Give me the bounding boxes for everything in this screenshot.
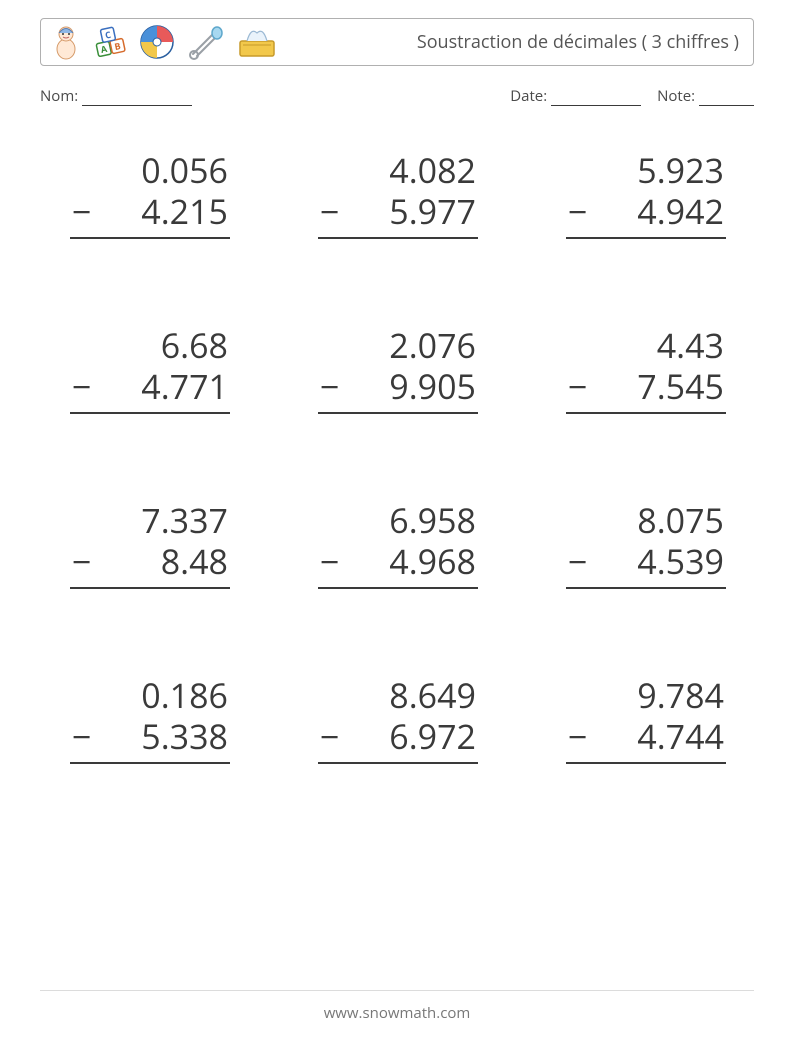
- subtrahend: 9.905: [340, 366, 476, 407]
- minuend: 2.076: [389, 322, 476, 368]
- minuend: 8.075: [637, 497, 724, 543]
- problem: 4.43 −7.545: [566, 325, 726, 414]
- minuend: 8.649: [389, 672, 476, 718]
- note-blank[interactable]: [699, 91, 754, 106]
- worksheet-title: Soustraction de décimales ( 3 chiffres ): [417, 30, 739, 54]
- name-label: Nom:: [40, 86, 78, 106]
- operator: −: [320, 716, 340, 757]
- subtrahend: 5.977: [340, 191, 476, 232]
- problem: 0.056 −4.215: [70, 150, 230, 239]
- operator: −: [72, 716, 92, 757]
- operator: −: [320, 366, 340, 407]
- subtrahend: 7.545: [588, 366, 724, 407]
- operator: −: [568, 716, 588, 757]
- pin-icon: [187, 24, 225, 60]
- note-field: Note:: [657, 86, 754, 106]
- ball-icon: [139, 24, 175, 60]
- subtrahend: 4.771: [92, 366, 228, 407]
- problem: 6.68 −4.771: [70, 325, 230, 414]
- operator: −: [72, 366, 92, 407]
- problem: 8.649 −6.972: [318, 675, 478, 764]
- problem: 0.186 −5.338: [70, 675, 230, 764]
- date-field: Date:: [510, 86, 641, 106]
- problem: 6.958 −4.968: [318, 500, 478, 589]
- subtrahend: 6.972: [340, 716, 476, 757]
- subtrahend: 4.968: [340, 541, 476, 582]
- minuend: 6.958: [389, 497, 476, 543]
- worksheet-page: A B C: [0, 0, 794, 1053]
- subtrahend: 5.338: [92, 716, 228, 757]
- subtrahend: 4.539: [588, 541, 724, 582]
- operator: −: [568, 191, 588, 232]
- problem: 2.076 −9.905: [318, 325, 478, 414]
- date-blank[interactable]: [551, 91, 641, 106]
- problem: 7.337 −8.48: [70, 500, 230, 589]
- problem-grid: 0.056−4.2154.082−5.9775.923−4.9426.68−4.…: [70, 150, 734, 764]
- subtrahend: 4.215: [92, 191, 228, 232]
- blocks-icon: A B C: [93, 25, 127, 59]
- operator: −: [568, 541, 588, 582]
- icon-strip: A B C: [51, 24, 277, 60]
- operator: −: [320, 191, 340, 232]
- date-label: Date:: [510, 86, 547, 106]
- operator: −: [568, 366, 588, 407]
- name-field: Nom:: [40, 86, 192, 106]
- problem: 5.923 −4.942: [566, 150, 726, 239]
- minuend: 9.784: [637, 672, 724, 718]
- baby-icon: [51, 24, 81, 60]
- header: A B C: [40, 18, 754, 66]
- minuend: 6.68: [161, 322, 228, 368]
- minuend: 4.082: [389, 147, 476, 193]
- subtrahend: 8.48: [92, 541, 228, 582]
- minuend: 0.056: [141, 147, 228, 193]
- tissues-icon: [237, 25, 277, 59]
- problem: 9.784 −4.744: [566, 675, 726, 764]
- operator: −: [72, 191, 92, 232]
- meta-row: Nom: Date: Note:: [40, 86, 754, 106]
- minuend: 0.186: [141, 672, 228, 718]
- subtrahend: 4.942: [588, 191, 724, 232]
- note-label: Note:: [657, 86, 695, 106]
- problem: 8.075 −4.539: [566, 500, 726, 589]
- problem: 4.082 −5.977: [318, 150, 478, 239]
- minuend: 5.923: [637, 147, 724, 193]
- operator: −: [72, 541, 92, 582]
- operator: −: [320, 541, 340, 582]
- subtrahend: 4.744: [588, 716, 724, 757]
- name-blank[interactable]: [82, 91, 192, 106]
- minuend: 7.337: [141, 497, 228, 543]
- footer: www.snowmath.com: [40, 990, 754, 1023]
- minuend: 4.43: [657, 322, 724, 368]
- footer-text: www.snowmath.com: [324, 1003, 471, 1023]
